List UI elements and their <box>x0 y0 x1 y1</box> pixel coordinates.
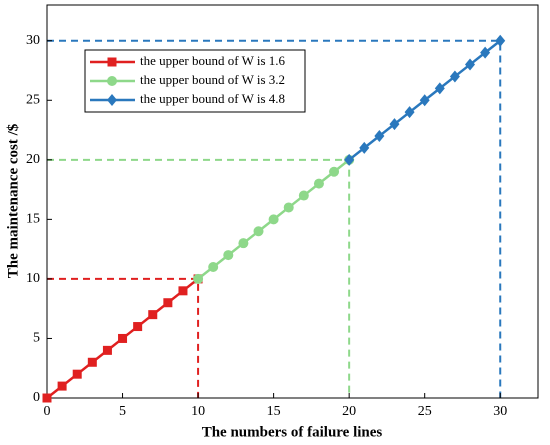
marker <box>107 57 117 67</box>
x-tick-label: 5 <box>119 404 126 419</box>
x-tick-label: 25 <box>418 404 432 419</box>
x-tick-label: 15 <box>267 404 281 419</box>
marker <box>374 130 385 142</box>
x-tick-label: 10 <box>191 404 205 419</box>
marker <box>87 357 97 367</box>
marker <box>359 141 370 154</box>
legend-text: the upper bound of W is 3.2 <box>140 72 285 87</box>
x-axis-label: The numbers of failure lines <box>202 424 383 440</box>
y-tick-label: 10 <box>26 271 40 286</box>
marker <box>133 322 143 332</box>
marker <box>178 286 188 296</box>
y-tick-label: 30 <box>26 33 40 48</box>
marker <box>72 369 82 379</box>
y-tick-label: 25 <box>26 92 40 107</box>
marker <box>193 273 204 284</box>
marker <box>465 58 476 71</box>
marker <box>57 381 67 391</box>
y-axis-label: The maintenance cost /$ <box>5 123 21 278</box>
marker <box>283 202 294 213</box>
marker <box>313 178 324 189</box>
marker <box>148 310 158 320</box>
marker <box>480 46 491 59</box>
marker <box>389 118 400 131</box>
marker <box>495 34 506 47</box>
legend-text: the upper bound of W is 1.6 <box>140 53 286 68</box>
marker <box>344 153 355 166</box>
marker <box>253 226 264 237</box>
marker <box>238 238 249 249</box>
marker <box>419 94 430 107</box>
marker <box>107 94 117 106</box>
y-tick-label: 5 <box>33 331 40 346</box>
plot-frame <box>46 4 539 399</box>
y-tick-label: 15 <box>26 212 40 227</box>
marker <box>449 70 460 83</box>
marker <box>268 214 279 225</box>
marker <box>298 190 309 201</box>
reference-line <box>47 277 200 398</box>
marker <box>107 76 117 86</box>
marker <box>163 298 173 308</box>
marker <box>208 262 219 272</box>
x-tick-label: 20 <box>342 404 356 419</box>
marker <box>118 333 128 343</box>
marker <box>434 82 445 95</box>
marker <box>42 393 52 403</box>
marker <box>404 106 415 119</box>
marker <box>223 250 234 261</box>
y-tick-label: 0 <box>33 390 40 405</box>
x-tick-label: 30 <box>493 404 507 419</box>
x-tick-label: 0 <box>44 404 51 419</box>
legend-text: the upper bound of W is 4.8 <box>140 91 285 106</box>
marker <box>329 166 340 177</box>
y-tick-label: 20 <box>26 152 40 167</box>
marker <box>102 345 112 355</box>
